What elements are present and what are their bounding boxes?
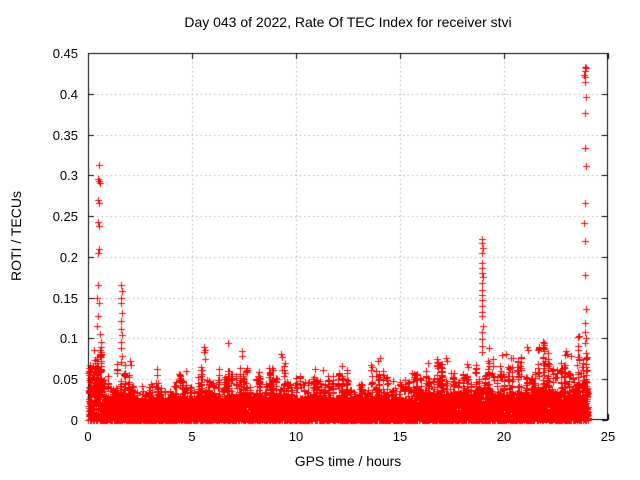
y-tick-label: 0.4	[59, 86, 78, 102]
x-axis-label: GPS time / hours	[294, 453, 402, 469]
y-tick-label: 0.2	[59, 249, 78, 265]
y-tick-label: 0	[70, 413, 78, 428]
y-tick-label: 0.25	[52, 209, 78, 225]
x-tick-label: 15	[392, 429, 408, 444]
x-tick-label: 0	[84, 429, 92, 444]
y-tick-label: 0.45	[52, 46, 78, 61]
y-axis-label: ROTI / TECUs	[8, 191, 24, 281]
y-tick-label: 0.35	[52, 127, 78, 143]
y-tick-label: 0.05	[52, 372, 78, 388]
x-tick-label: 5	[188, 429, 196, 444]
y-tick-label: 0.3	[59, 168, 78, 184]
y-tick-label: 0.15	[52, 290, 78, 306]
x-tick-label: 10	[288, 429, 304, 444]
x-tick-label: 25	[600, 429, 616, 444]
x-tick-label: 20	[496, 429, 512, 444]
y-tick-label: 0.1	[59, 331, 78, 347]
chart-title: Day 043 of 2022, Rate Of TEC Index for r…	[184, 14, 512, 30]
